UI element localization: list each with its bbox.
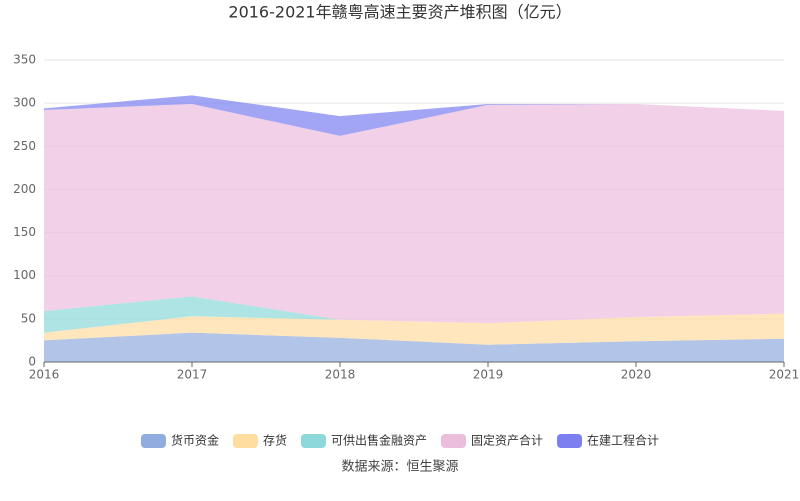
legend-label: 固定资产合计 <box>471 433 543 448</box>
legend-swatch <box>441 434 467 448</box>
area <box>44 104 784 324</box>
legend-swatch <box>557 434 583 448</box>
source: 数据来源：恒生聚源 <box>341 460 458 475</box>
y-tick-label: 150 <box>13 225 36 239</box>
y-tick-label: 250 <box>13 139 36 153</box>
y-tick-label: 200 <box>13 182 36 196</box>
legend-swatch <box>232 434 258 448</box>
x-tick-label: 2017 <box>177 368 208 382</box>
area <box>44 95 784 136</box>
legend-label: 存货 <box>263 433 287 448</box>
y-tick-label: 300 <box>13 96 36 110</box>
legend: 货币资金 存货 可供出售金融资产 固定资产合计 在建工程合计 <box>140 433 659 448</box>
legend-swatch <box>140 434 166 448</box>
y-tick-label: 350 <box>13 53 36 67</box>
legend-label: 在建工程合计 <box>587 433 659 448</box>
legend-label: 可供出售金融资产 <box>331 433 427 448</box>
x-tick-label: 2018 <box>325 368 356 382</box>
x-tick-label: 2020 <box>621 368 652 382</box>
legend-label: 货币资金 <box>171 433 219 448</box>
legend-swatch <box>300 434 326 448</box>
area <box>44 313 784 345</box>
y-tick-label: 50 <box>21 311 36 325</box>
area <box>44 296 784 333</box>
x-tick-label: 2016 <box>29 368 60 382</box>
y-tick-label: 0 <box>28 355 36 369</box>
chart-title: 2016-2021年赣粤高速主要资产堆积图（亿元） <box>228 3 571 22</box>
y-tick-label: 100 <box>13 268 36 282</box>
x-tick-label: 2019 <box>473 368 504 382</box>
area <box>44 332 784 362</box>
x-tick-label: 2021 <box>769 368 800 382</box>
